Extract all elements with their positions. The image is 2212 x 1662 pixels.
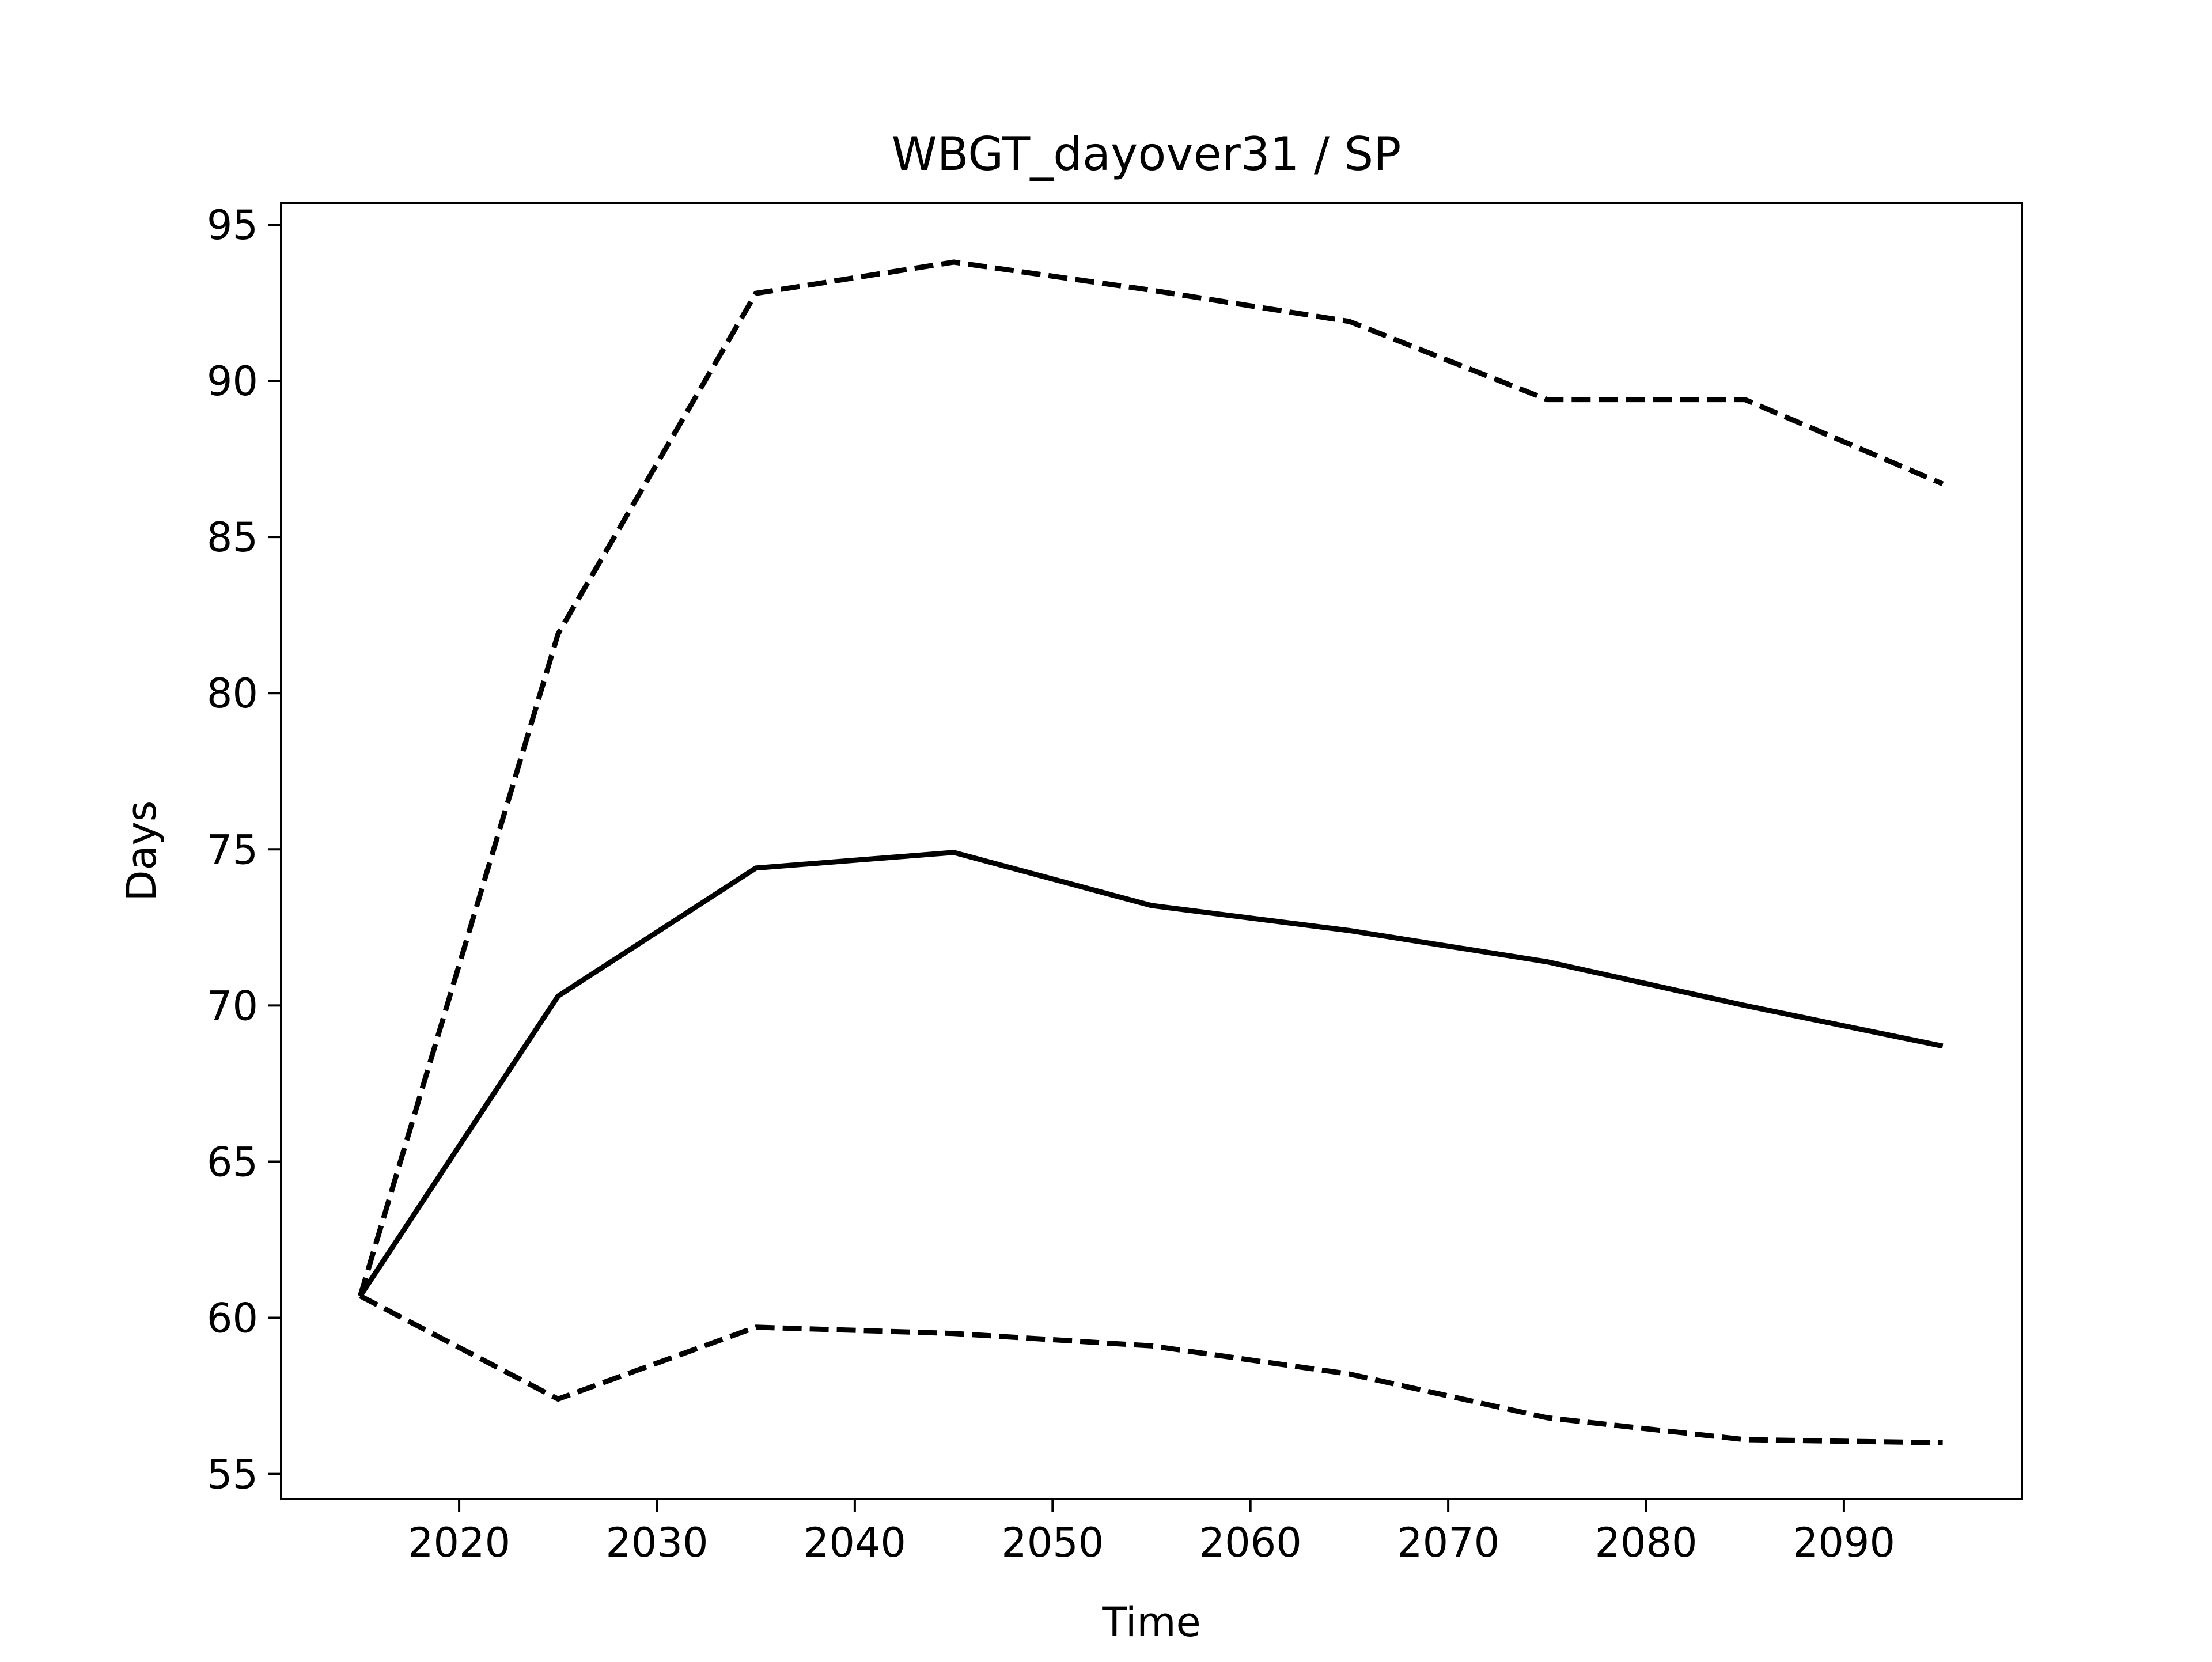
plot-area-frame [280, 202, 2023, 1500]
x-tick-label: 2050 [1001, 1519, 1104, 1566]
y-tick-label: 65 [207, 1138, 258, 1186]
y-tick-label: 90 [207, 358, 258, 405]
x-tick-label: 2090 [1793, 1519, 1895, 1566]
series-line-1 [358, 850, 1944, 1298]
y-tick-label: 70 [207, 982, 258, 1029]
y-tick-label: 55 [207, 1451, 258, 1498]
series-line-3 [359, 1293, 1943, 1445]
x-axis-label: Time [1101, 1599, 1200, 1646]
x-tick-label: 2030 [605, 1519, 708, 1566]
y-axis-label: Days [118, 801, 165, 902]
y-tick-label: 95 [207, 202, 258, 249]
x-tick-label: 2060 [1199, 1519, 1302, 1566]
x-tick-label: 2040 [804, 1519, 906, 1566]
y-tick-label: 60 [207, 1295, 258, 1342]
x-axis-ticks: 2020 2030 2040 2050 2060 2070 2080 2090 [408, 1499, 1895, 1566]
x-tick-label: 2020 [408, 1519, 510, 1566]
chart-title: WBGT_dayover31 / SP [892, 127, 1402, 181]
x-tick-label: 2080 [1594, 1519, 1697, 1566]
y-axis-ticks: 55 60 65 70 75 80 85 90 95 [207, 202, 281, 1498]
y-tick-label: 75 [207, 826, 258, 873]
y-tick-label: 80 [207, 670, 258, 717]
y-tick-label: 85 [207, 514, 258, 561]
series-layer [358, 259, 1944, 1445]
series-line-2 [358, 259, 1944, 1297]
x-tick-label: 2070 [1397, 1519, 1499, 1566]
